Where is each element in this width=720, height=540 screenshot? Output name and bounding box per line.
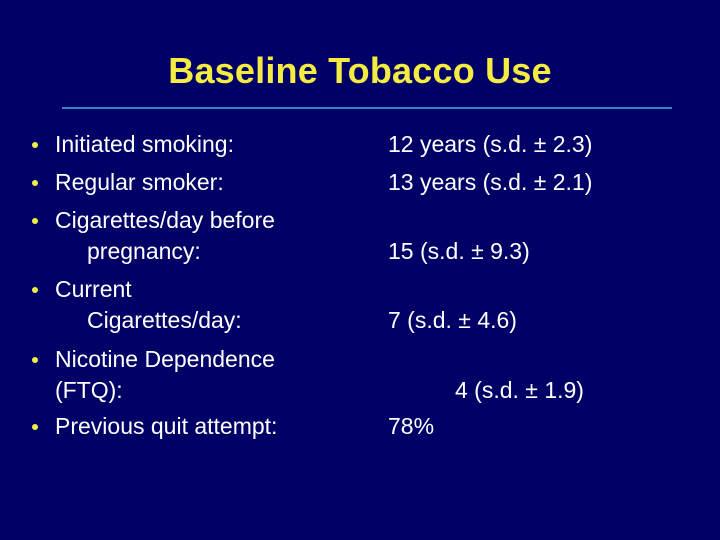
bullet-dot-icon	[32, 180, 38, 186]
list-item-label: Previous quit attempt:	[55, 413, 278, 439]
list-item-label-continued: (FTQ):	[55, 377, 123, 403]
bullet-line: Initiated smoking: 12 years (s.d. ± 2.3)	[0, 129, 720, 160]
bullet-dot-icon	[32, 424, 38, 430]
list-item-label: Nicotine Dependence	[55, 346, 275, 372]
bullet-line-continued: Cigarettes/day: 7 (s.d. ± 4.6)	[0, 305, 720, 336]
list-item: Previous quit attempt: 78%	[0, 411, 720, 447]
list-item-label-continued: Cigarettes/day:	[87, 307, 242, 333]
bullet-dot-icon	[32, 357, 38, 363]
list-item-value: 78%	[388, 413, 435, 439]
list-item-value: 15 (s.d. ± 9.3)	[388, 238, 530, 264]
bullet-line: Previous quit attempt: 78%	[0, 411, 720, 442]
title-divider	[62, 107, 672, 109]
list-item: Cigarettes/day before pregnancy: 15 (s.d…	[0, 205, 720, 274]
list-item-value: 4 (s.d. ± 1.9)	[455, 377, 584, 403]
bullet-line: Regular smoker: 13 years (s.d. ± 2.1)	[0, 167, 720, 198]
bullet-line: Current	[0, 274, 720, 305]
list-item: Current Cigarettes/day: 7 (s.d. ± 4.6)	[0, 274, 720, 344]
list-item-value: 12 years (s.d. ± 2.3)	[388, 131, 593, 157]
list-item-value: 13 years (s.d. ± 2.1)	[388, 169, 593, 195]
bullet-list: Initiated smoking: 12 years (s.d. ± 2.3)…	[0, 129, 720, 447]
list-item-label: Current	[55, 276, 132, 302]
list-item: Regular smoker: 13 years (s.d. ± 2.1)	[0, 167, 720, 205]
page-title: Baseline Tobacco Use	[168, 50, 552, 91]
bullet-dot-icon	[32, 218, 38, 224]
bullet-dot-icon	[32, 287, 38, 293]
list-item-label: Initiated smoking:	[55, 131, 234, 157]
list-item-label: Regular smoker:	[55, 169, 224, 195]
bullet-line-continued: (FTQ): 4 (s.d. ± 1.9)	[0, 375, 720, 406]
list-item: Nicotine Dependence (FTQ): 4 (s.d. ± 1.9…	[0, 344, 720, 411]
bullet-line-continued: pregnancy: 15 (s.d. ± 9.3)	[0, 236, 720, 267]
bullet-dot-icon	[32, 142, 38, 148]
list-item-label-continued: pregnancy:	[87, 238, 201, 264]
bullet-line: Cigarettes/day before	[0, 205, 720, 236]
list-item-value: 7 (s.d. ± 4.6)	[388, 307, 517, 333]
list-item: Initiated smoking: 12 years (s.d. ± 2.3)	[0, 129, 720, 167]
list-item-label: Cigarettes/day before	[55, 207, 275, 233]
bullet-line: Nicotine Dependence	[0, 344, 720, 375]
